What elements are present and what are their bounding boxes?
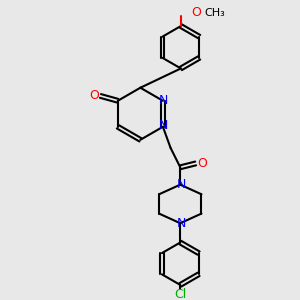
Text: Cl: Cl: [174, 288, 186, 300]
Text: N: N: [176, 217, 186, 230]
Text: N: N: [159, 94, 169, 107]
Text: N: N: [176, 178, 186, 191]
Text: CH₃: CH₃: [204, 8, 225, 17]
Text: N: N: [159, 119, 169, 132]
Text: O: O: [89, 89, 99, 102]
Text: O: O: [191, 6, 201, 19]
Text: O: O: [197, 157, 207, 170]
